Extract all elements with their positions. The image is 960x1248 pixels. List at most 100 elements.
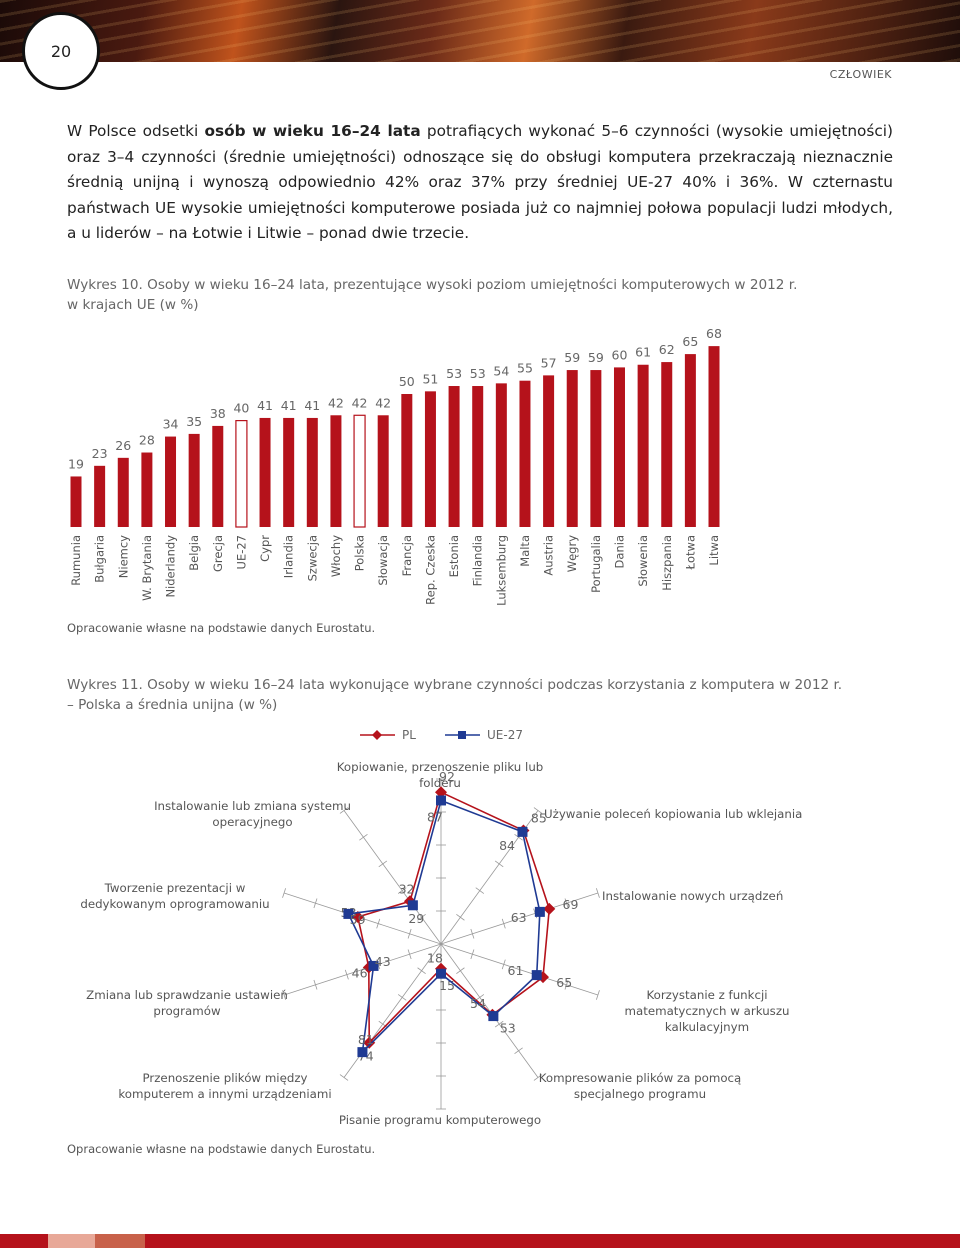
bar [165,436,177,527]
axis-label: Pisanie programu komputerowego [338,1113,542,1127]
value-label: 61 [508,963,524,978]
bar [212,425,224,527]
tick-mark [475,887,485,894]
x-tick-label: UE-27 [234,535,248,569]
x-tick-label: Grecja [211,535,225,572]
tick-mark [501,959,506,970]
bar [590,370,602,527]
page-number: 20 [22,12,100,90]
value-label: 59 [564,350,580,365]
bar [448,386,460,527]
axis-label: Używanie poleceń kopiowania lub wklejani… [544,807,803,821]
tick-mark [407,928,412,939]
axis-line [440,892,599,945]
x-tick-label: Portugalia [589,535,603,593]
x-tick-label: Cypr [258,535,272,562]
tick-mark [533,1074,543,1081]
x-tick-label: Łotwa [683,535,697,570]
tick-mark [339,807,349,814]
bar [543,375,555,527]
paragraph: W Polsce odsetki osób w wieku 16–24 lata… [67,119,893,247]
value-label: 65 [682,334,698,349]
text: W Polsce odsetki [67,122,205,140]
axis-line [440,943,599,996]
point-marker [543,902,556,915]
value-label: 81 [358,1032,374,1047]
value-label: 43 [375,954,391,969]
value-label: 29 [408,911,424,926]
value-label: 69 [563,897,579,912]
axis-label: Tworzenie prezentacji w dedykowanym opro… [80,881,270,911]
value-label: 23 [92,446,108,461]
bar [188,433,200,527]
tick-mark [313,898,318,909]
tick-mark [475,994,485,1001]
x-tick-label: W. Brytania [140,535,154,601]
point-marker [351,910,364,923]
point-marker [368,960,379,971]
value-label: 26 [115,438,131,453]
point-marker [531,970,542,981]
tick-mark [595,888,600,898]
value-label: 32 [399,881,415,896]
bar [283,417,295,527]
legend-label: PL [402,728,416,742]
value-label: 42 [328,395,344,410]
axis-line [283,943,442,996]
point-marker [363,1036,376,1049]
legend-marker [372,730,382,740]
text: potrafiących wykonać 5–6 czynności (wyso… [67,122,893,243]
value-label: 28 [139,433,155,448]
x-tick-label: Irlandia [282,535,296,578]
x-tick-label: Finlandia [471,535,485,586]
value-label: 59 [588,350,604,365]
tick-mark [494,860,504,868]
point-marker [488,1011,499,1022]
value-label: 53 [446,366,462,381]
tick-mark [376,918,381,929]
value-label: 85 [531,811,547,826]
bar [70,476,82,527]
value-label: 60 [612,347,628,362]
legend-label: UE-27 [487,728,523,742]
tick-mark [407,949,412,960]
tick-mark [456,967,465,974]
bar [613,367,625,527]
bar [424,391,436,527]
x-tick-label: Słowacja [376,535,390,586]
bar [684,354,696,527]
tick-mark [282,888,287,898]
value-label: 41 [304,398,320,413]
bar [141,452,153,527]
value-label: 51 [422,371,438,386]
value-label: 41 [257,398,273,413]
value-label: 68 [706,326,722,341]
tick-mark [397,994,407,1001]
tick-mark [313,979,318,990]
tick-mark [417,914,426,921]
bar [117,457,129,527]
x-tick-label: Włochy [329,535,343,577]
value-label: 34 [163,417,179,432]
x-tick-label: Niemcy [116,535,130,578]
header-image [0,0,960,62]
value-label: 50 [399,374,415,389]
value-label: 59 [350,912,366,927]
tick-mark [359,833,368,841]
footer-bar [0,1234,960,1248]
value-label: 40 [233,401,249,416]
chart-title: Wykres 11. Osoby w wieku 16–24 lata wyko… [67,677,843,713]
value-label: 62 [659,342,675,357]
bar [519,380,531,527]
x-tick-label: Francja [400,535,414,576]
point-marker [517,826,528,837]
axis-label: Zmiana lub sprawdzanie ustawień programó… [86,988,288,1018]
tick-mark [456,914,465,921]
bar [94,465,106,527]
bar [330,415,342,527]
tick-mark [514,1047,523,1055]
value-label: 19 [68,456,84,471]
x-tick-label: Niderlandy [164,535,178,598]
value-label: 65 [556,975,572,990]
